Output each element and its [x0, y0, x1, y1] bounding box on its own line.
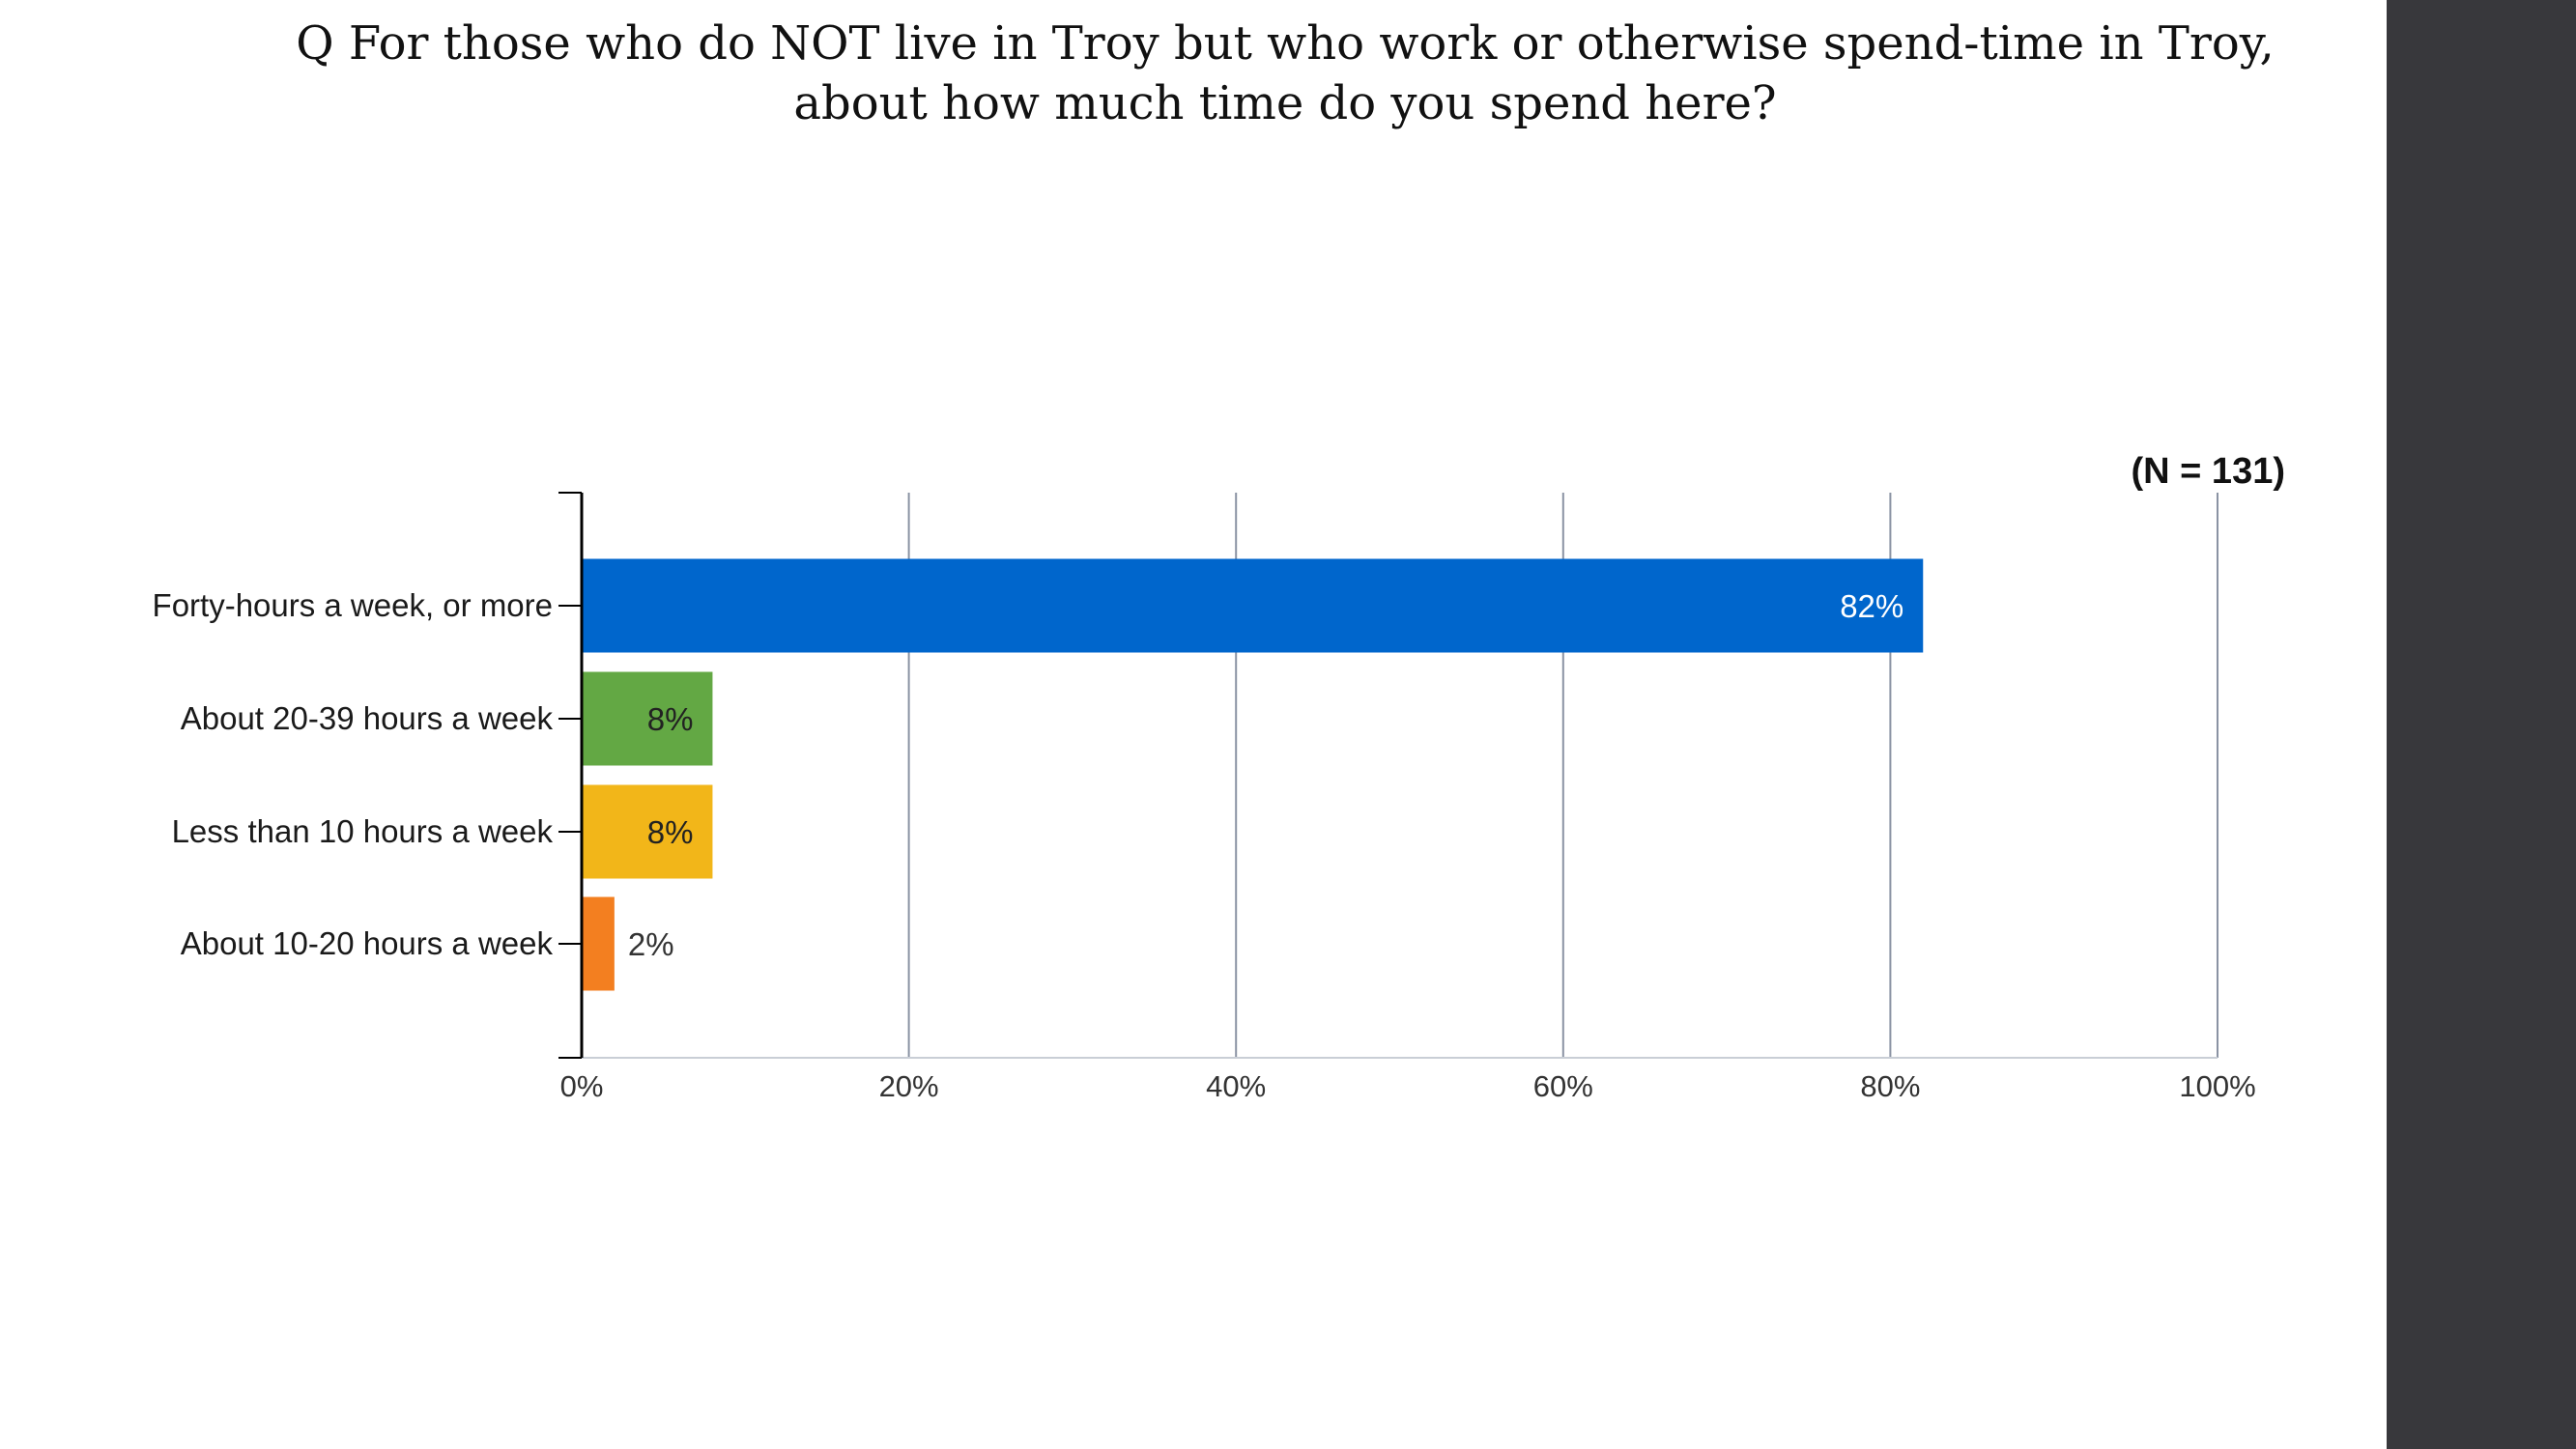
- bar: [582, 896, 615, 991]
- bar-chart: 0% 20% 40% 60% 80% 100% 82% Forty-hours a week,…: [153, 451, 2285, 1103]
- title-line-2: about how much time do you spend here?: [793, 76, 1777, 130]
- data-label: 8%: [647, 701, 694, 737]
- x-tick-label: 60%: [1533, 1069, 1593, 1103]
- bars: [582, 558, 1924, 991]
- chart-title: Q For those who do NOT live in Troy but …: [222, 14, 2348, 133]
- x-tick-label: 80%: [1860, 1069, 1920, 1103]
- x-tick-label: 20%: [879, 1069, 939, 1103]
- x-tick-label: 40%: [1206, 1069, 1266, 1103]
- title-line-1: Q For those who do NOT live in Troy but …: [296, 16, 2275, 71]
- bar: [582, 671, 713, 766]
- category-label: Less than 10 hours a week: [172, 813, 554, 849]
- x-tick-label: 100%: [2179, 1069, 2255, 1103]
- axes: [558, 492, 584, 1059]
- data-label: 2%: [628, 926, 674, 962]
- slide: Q For those who do NOT live in Troy but …: [152, 14, 2348, 1103]
- x-tick-label: 0%: [560, 1069, 604, 1103]
- labels: 0% 20% 40% 60% 80% 100% 82% Forty-hours a week,…: [153, 451, 2285, 1103]
- bar: [582, 558, 1924, 653]
- category-label: About 20-39 hours a week: [181, 700, 554, 736]
- side-panel: [2387, 0, 2576, 1449]
- data-label: 8%: [647, 814, 694, 850]
- sample-size-label: (N = 131): [2132, 451, 2285, 492]
- category-label: Forty-hours a week, or more: [153, 587, 553, 623]
- bar: [582, 784, 713, 879]
- category-label: About 10-20 hours a week: [181, 925, 554, 961]
- data-label: 82%: [1840, 588, 1903, 624]
